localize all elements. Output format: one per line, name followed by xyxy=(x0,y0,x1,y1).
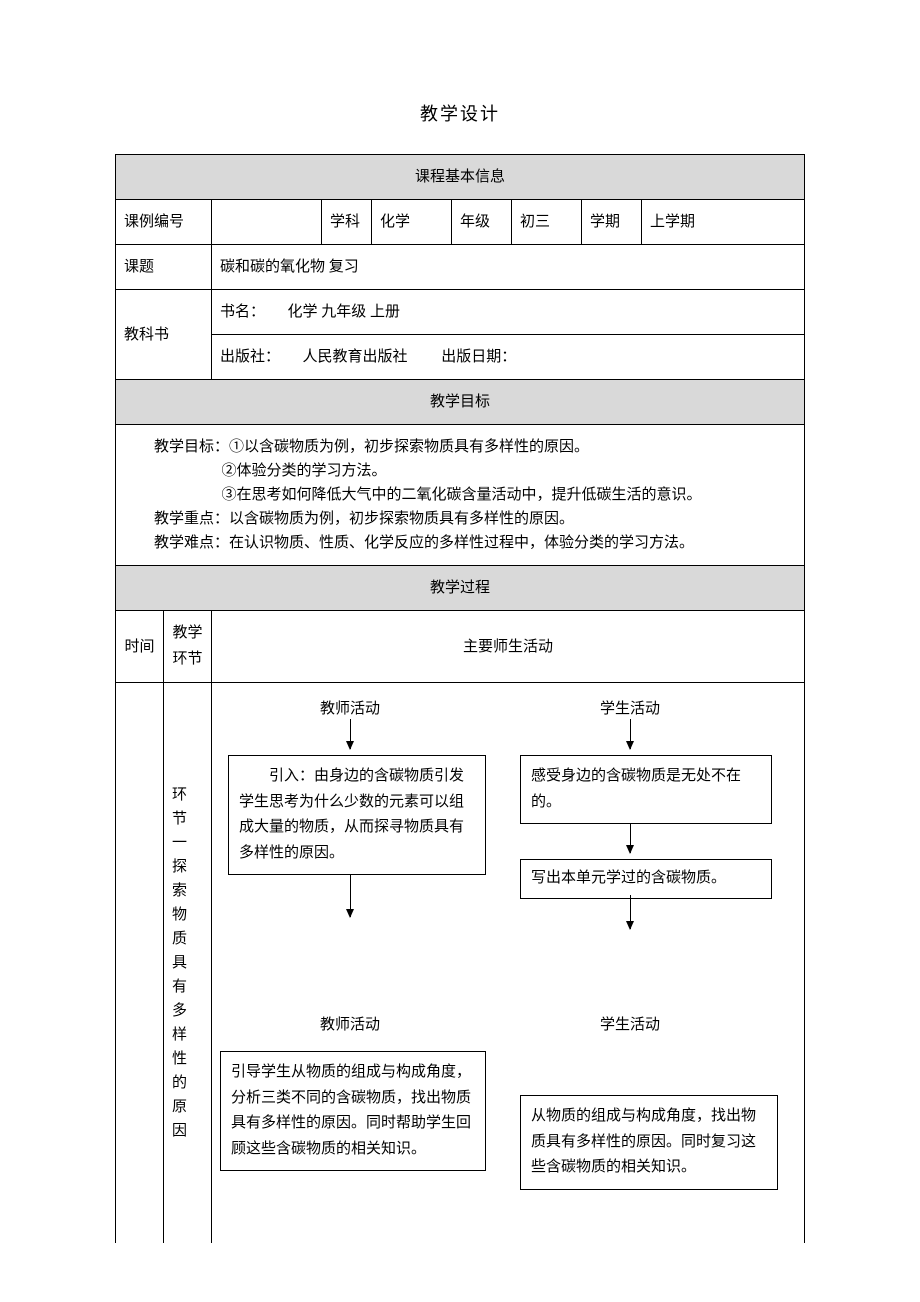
book-name: 化学 九年级 上册 xyxy=(288,304,401,320)
publisher-label: 出版社： xyxy=(220,349,280,365)
emphasis-text: 以含碳物质为例，初步探索物质具有多样性的原因。 xyxy=(229,511,574,527)
goal-3: ③在思考如何降低大气中的二氧化碳含量活动中，提升低碳生活的意识。 xyxy=(124,483,796,507)
goal-2: ②体验分类的学习方法。 xyxy=(124,459,796,483)
publisher-row: 出版社： 人民教育出版社 出版日期： xyxy=(212,335,805,380)
teacher-label-2: 教师活动 xyxy=(320,1013,380,1037)
page-title: 教学设计 xyxy=(115,100,805,126)
difficulty-label: 教学难点： xyxy=(154,535,229,551)
student-label-1: 学生活动 xyxy=(600,697,660,721)
value-course-id xyxy=(212,200,322,245)
arrow-icon xyxy=(630,895,631,929)
lesson-plan-table: 课程基本信息 课例编号 学科 化学 年级 初三 学期 上学期 课题 碳和碳的氧化… xyxy=(115,154,805,1243)
teacher-box-2: 引导学生从物质的组成与构成角度，分析三类不同的含碳物质，找出物质具有多样性的原因… xyxy=(220,1051,486,1171)
value-term: 上学期 xyxy=(642,200,805,245)
section-header-goals: 教学目标 xyxy=(116,380,805,425)
pub-date-label: 出版日期： xyxy=(441,349,516,365)
student-box-2: 写出本单元学过的含碳物质。 xyxy=(520,859,772,899)
label-subject: 学科 xyxy=(322,200,372,245)
arrow-icon xyxy=(350,719,351,749)
label-grade: 年级 xyxy=(452,200,512,245)
label-term: 学期 xyxy=(582,200,642,245)
value-subject: 化学 xyxy=(372,200,452,245)
section-header-basic-info: 课程基本信息 xyxy=(116,155,805,200)
difficulty-text: 在认识物质、性质、化学反应的多样性过程中，体验分类的学习方法。 xyxy=(229,535,694,551)
col-time: 时间 xyxy=(116,611,164,683)
section-header-process: 教学过程 xyxy=(116,566,805,611)
label-course-id: 课例编号 xyxy=(116,200,212,245)
book-name-label: 书名： xyxy=(220,304,265,320)
activity-flow: 教师活动 学生活动 引入：由身边的含碳物质引发学生思考为什么少数的元素可以组成大… xyxy=(220,693,796,1233)
goal-label: 教学目标： xyxy=(154,439,229,455)
label-topic: 课题 xyxy=(116,245,212,290)
goal-1: ①以含碳物质为例，初步探索物质具有多样性的原因。 xyxy=(229,439,589,455)
textbook-name-row: 书名： 化学 九年级 上册 xyxy=(212,290,805,335)
label-textbook: 教科书 xyxy=(116,290,212,380)
col-activity: 主要师生活动 xyxy=(212,611,805,683)
activity-cell: 教师活动 学生活动 引入：由身边的含碳物质引发学生思考为什么少数的元素可以组成大… xyxy=(212,683,805,1244)
arrow-icon xyxy=(630,823,631,853)
segment-1-label: 环 节一探 索物 质具 有多 样性 的原因 xyxy=(164,683,212,1244)
student-box-3: 从物质的组成与构成角度，找出物质具有多样性的原因。同时复习这些含碳物质的相关知识… xyxy=(520,1095,778,1190)
teacher-box-1: 引入：由身边的含碳物质引发学生思考为什么少数的元素可以组成大量的物质，从而探寻物… xyxy=(228,755,486,875)
teacher-label-1: 教师活动 xyxy=(320,697,380,721)
value-grade: 初三 xyxy=(512,200,582,245)
value-topic: 碳和碳的氧化物 复习 xyxy=(212,245,805,290)
student-box-1: 感受身边的含碳物质是无处不在的。 xyxy=(520,755,772,824)
arrow-icon xyxy=(630,719,631,749)
emphasis-label: 教学重点： xyxy=(154,511,229,527)
publisher: 人民教育出版社 xyxy=(303,349,408,365)
col-segment: 教学环节 xyxy=(164,611,212,683)
arrow-icon xyxy=(350,875,351,917)
goals-content: 教学目标：①以含碳物质为例，初步探索物质具有多样性的原因。 ②体验分类的学习方法… xyxy=(116,425,805,566)
time-cell xyxy=(116,683,164,1244)
student-label-2: 学生活动 xyxy=(600,1013,660,1037)
